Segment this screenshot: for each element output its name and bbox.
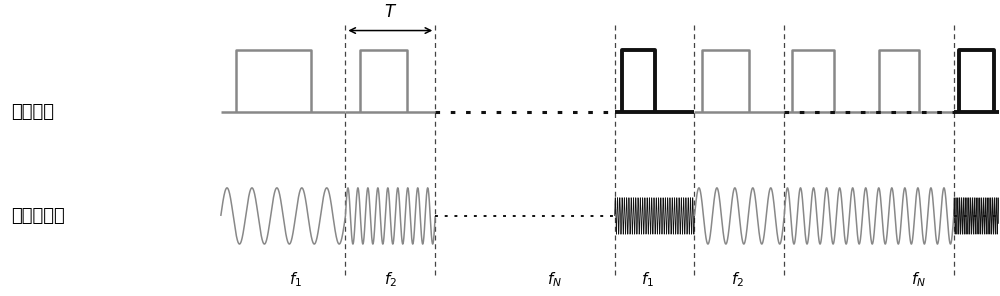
Text: $f_1$: $f_1$: [289, 270, 302, 289]
Text: $f_1$: $f_1$: [641, 270, 654, 289]
Text: 捷变频模块: 捷变频模块: [11, 207, 65, 225]
Text: $f_2$: $f_2$: [731, 270, 744, 289]
Text: $f_N$: $f_N$: [911, 270, 926, 289]
Text: $f_2$: $f_2$: [384, 270, 397, 289]
Text: $T$: $T$: [384, 3, 397, 21]
Text: 脉冲模块: 脉冲模块: [11, 103, 54, 121]
Text: $f_N$: $f_N$: [547, 270, 562, 289]
